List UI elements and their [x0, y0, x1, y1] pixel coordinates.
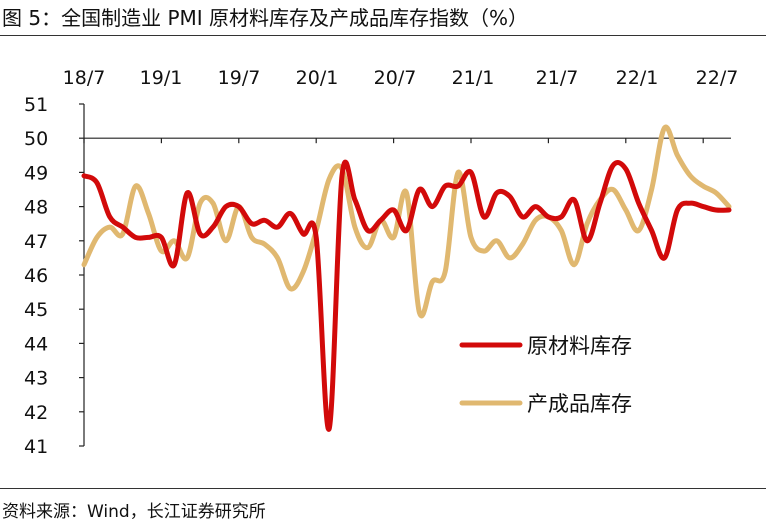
x-tick-label: 22/1: [616, 67, 659, 89]
x-tick-label: 21/7: [536, 67, 579, 89]
x-tick-label: 21/1: [452, 67, 495, 89]
raw-material-inventory-line: [81, 159, 732, 432]
x-tick-label: 18/7: [63, 67, 106, 89]
y-tick-label: 42: [24, 402, 48, 424]
y-tick-label: 44: [24, 333, 48, 355]
series-lines: [81, 124, 732, 432]
title-divider: [0, 35, 766, 36]
source-divider: [0, 488, 766, 489]
x-tick-label: 20/7: [374, 67, 417, 89]
y-tick-label: 49: [24, 162, 48, 184]
y-tick-label: 46: [24, 265, 48, 287]
y-tick-label: 51: [24, 94, 48, 116]
y-tick-label: 47: [24, 231, 48, 253]
legend-finished-goods-label: 产成品库存: [527, 392, 632, 416]
y-tick-label: 43: [24, 368, 48, 390]
x-tick-label: 19/7: [218, 67, 261, 89]
y-tick-label: 48: [24, 197, 48, 219]
x-tick-label: 20/1: [296, 67, 339, 89]
x-axis: 18/7 19/1 19/7 20/1 20/7 21/1 21/7 22/1 22/7: [63, 67, 739, 144]
source-note: 资料来源：Wind，长江证券研究所: [2, 502, 266, 522]
y-tick-label: 45: [24, 299, 48, 321]
inventory-line-chart: 41 42 43 44 45 46 47 48 49 50 51 18/7 19/1 19/7 20/1 2…: [24, 67, 739, 458]
y-tick-label: 41: [24, 436, 48, 458]
finished-goods-inventory-line: [81, 124, 732, 319]
x-tick-label: 19/1: [140, 67, 183, 89]
y-tick-label: 50: [24, 128, 48, 150]
legend-raw-material-label: 原材料库存: [527, 334, 632, 358]
x-tick-label: 22/7: [696, 67, 739, 89]
y-axis: 41 42 43 44 45 46 47 48 49 50 51: [24, 94, 85, 458]
figure-title: 图 5：全国制造业 PMI 原材料库存及产成品库存指数（%）: [2, 6, 529, 30]
